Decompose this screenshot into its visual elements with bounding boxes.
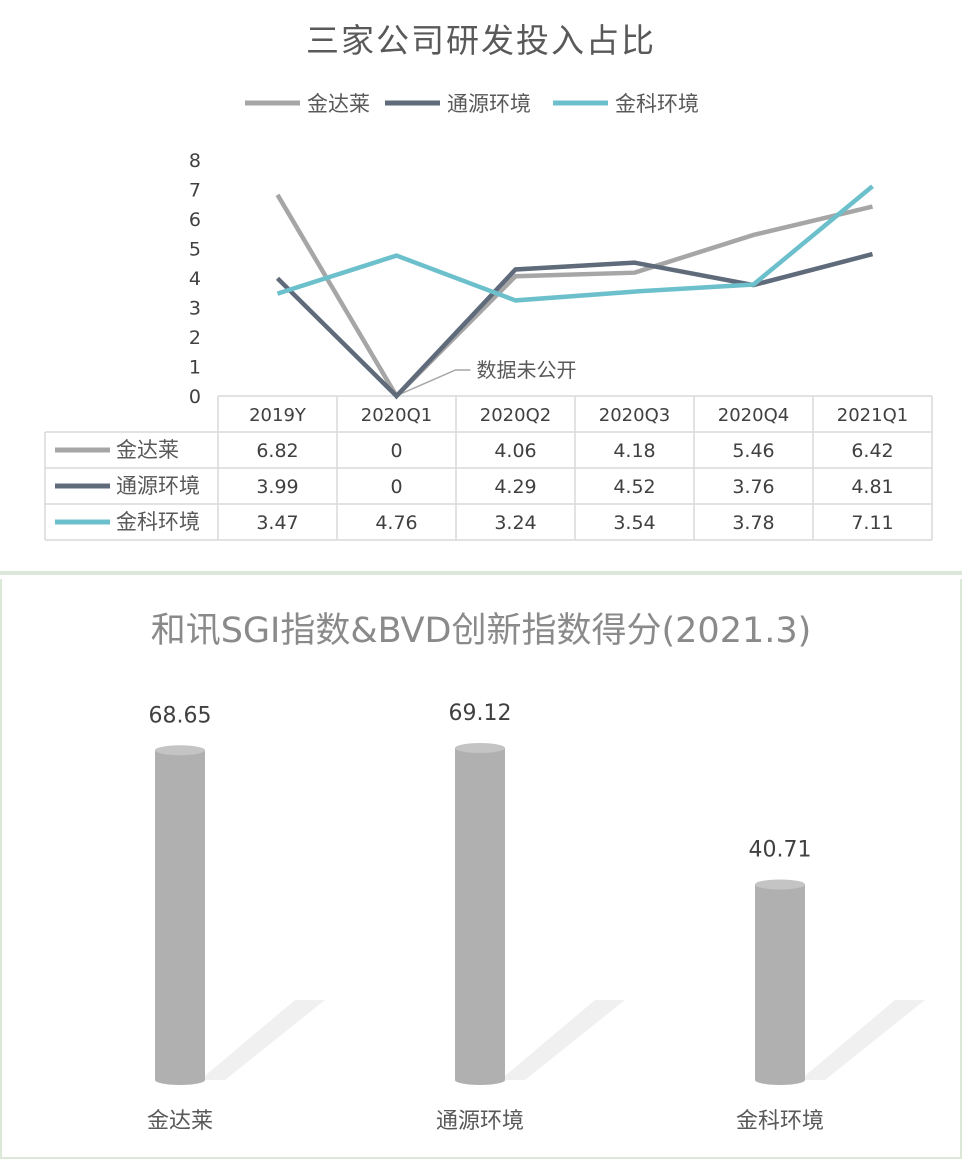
table-series-name-2: 金科环境	[116, 510, 200, 534]
table-cell-value: 4.18	[613, 440, 655, 462]
table-cell-value: 0	[390, 476, 402, 498]
bar-shadow-1	[500, 1000, 625, 1080]
table-cell-value: 6.82	[256, 440, 298, 462]
bar-cylinder-top-0	[155, 745, 205, 756]
bar-cylinder-base-0	[155, 1075, 205, 1085]
series-line-0	[275, 193, 874, 400]
table-cell-value: 3.78	[732, 512, 774, 534]
legend-label-1: 通源环境	[447, 92, 531, 116]
table-cell-value: 7.11	[851, 512, 893, 534]
y-tick-label: 1	[189, 357, 201, 379]
bar-cylinder-base-2	[755, 1075, 805, 1085]
table-cell-value: 4.29	[494, 476, 536, 498]
bar-category-label-0: 金达莱	[147, 1109, 213, 1134]
bar-chart-title: 和讯SGI指数&BVD创新指数得分(2021.3)	[150, 611, 812, 651]
table-cell-value: 3.24	[494, 512, 536, 534]
table-cell-value: 3.99	[256, 476, 298, 498]
table-cell-value: 4.52	[613, 476, 655, 498]
y-tick-label: 8	[189, 150, 201, 172]
bar-cylinder-1	[455, 748, 505, 1080]
bar-shadow-2	[800, 1000, 925, 1080]
y-tick-label: 4	[189, 268, 201, 290]
bar-cylinder-2	[755, 884, 805, 1080]
bar-shadow-0	[200, 1000, 325, 1080]
x-category-label: 2020Q1	[361, 405, 432, 426]
table-series-name-1: 通源环境	[116, 474, 200, 498]
x-category-label: 2020Q2	[480, 405, 551, 426]
series-line-1	[275, 251, 874, 400]
y-tick-label: 6	[189, 209, 201, 231]
series-line-2	[276, 184, 874, 303]
x-category-label: 2021Q1	[837, 405, 908, 426]
table-cell-value: 4.76	[375, 512, 417, 534]
bar-cylinder-0	[155, 750, 205, 1080]
bar-cylinder-top-2	[755, 879, 805, 890]
bar-cylinder-base-1	[455, 1075, 505, 1085]
table-cell-value: 3.47	[256, 512, 298, 534]
y-tick-label: 2	[189, 327, 201, 349]
bar-category-label-1: 通源环境	[436, 1109, 524, 1134]
table-cell-value: 0	[390, 440, 402, 462]
bar-value-label-0: 68.65	[149, 703, 212, 728]
table-cell-value: 4.81	[851, 476, 893, 498]
table-cell-value: 4.06	[494, 440, 536, 462]
table-cell-value: 6.42	[851, 440, 893, 462]
bar-category-label-2: 金科环境	[736, 1109, 824, 1134]
annotation-label: 数据未公开	[477, 358, 577, 382]
y-tick-label: 3	[189, 298, 201, 320]
bar-cylinder-top-1	[455, 743, 505, 753]
line-chart-title: 三家公司研发投入占比	[306, 21, 656, 60]
table-cell-value: 3.54	[613, 512, 655, 534]
legend-label-2: 金科环境	[615, 92, 699, 116]
x-category-label: 2019Y	[249, 405, 307, 426]
y-tick-label: 0	[189, 386, 201, 408]
x-category-label: 2020Q3	[599, 405, 670, 426]
y-tick-label: 5	[189, 239, 201, 261]
table-cell-value: 5.46	[732, 440, 774, 462]
x-category-label: 2020Q4	[718, 405, 789, 426]
bar-value-label-2: 40.71	[749, 837, 812, 862]
table-cell-value: 3.76	[732, 476, 774, 498]
table-series-name-0: 金达莱	[116, 438, 179, 462]
y-tick-label: 7	[189, 180, 201, 202]
annotation-leader-line	[400, 369, 471, 395]
bar-value-label-1: 69.12	[449, 701, 512, 726]
legend-label-0: 金达莱	[307, 92, 370, 116]
